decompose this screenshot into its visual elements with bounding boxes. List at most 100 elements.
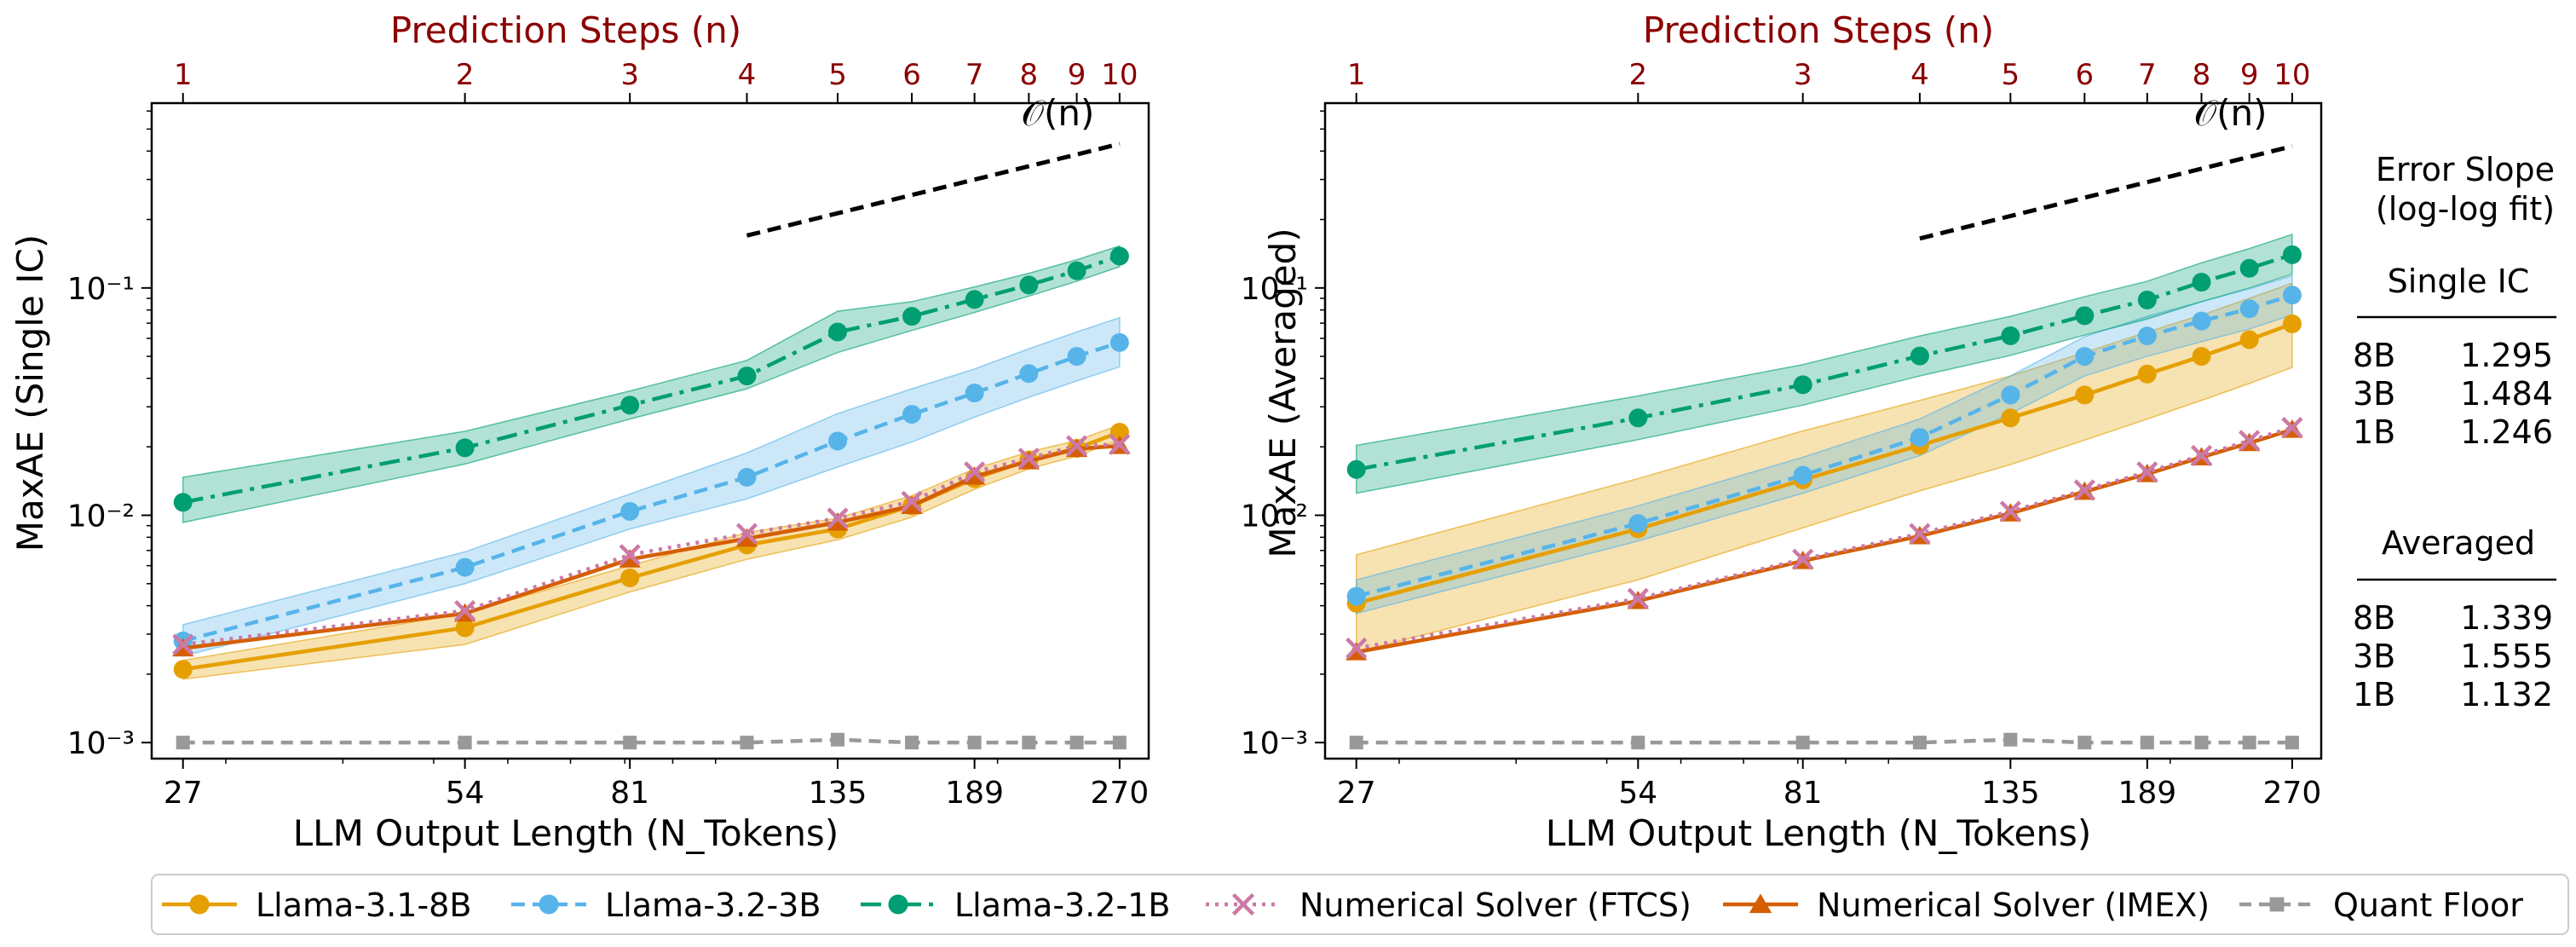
y-tick-label: 10⁻¹	[1241, 272, 1308, 307]
left-series-lines: 𝒪(n)	[172, 92, 1131, 750]
top-tick-label: 3	[1794, 58, 1812, 92]
top-tick-label: 2	[456, 58, 475, 92]
ftcs-point	[1999, 500, 2021, 523]
top-tick-label: 7	[965, 58, 984, 92]
ftcs-point	[454, 599, 476, 622]
llama8b-point	[2192, 347, 2211, 367]
top-tick-label: 5	[2002, 58, 2020, 92]
legend-item-ftcs: Numerical Solver (FTCS)	[1206, 886, 1691, 924]
ftcs-point	[2190, 444, 2213, 467]
top-tick-label: 4	[1910, 58, 1929, 92]
llama1b-series-line	[182, 254, 1121, 505]
llama3b-point	[1910, 428, 1929, 448]
llama3b-point	[1109, 332, 1129, 352]
slope-table-title-line2: (log-log fit)	[2376, 190, 2555, 228]
ftcs-point	[2239, 430, 2261, 452]
top-tick-label: 6	[2075, 58, 2094, 92]
quant-series-line	[182, 737, 1120, 745]
llama1b-point	[2137, 290, 2157, 309]
slope-row-value: 1.484	[2460, 375, 2553, 413]
left-x-axis-title: LLM Output Length (N_Tokens)	[293, 812, 838, 854]
left-axes: 27 54 81 135 189 270 1 2 3 4 5 6 7 8 9 10 10⁻³ 10⁻² 10⁻¹	[67, 58, 1150, 811]
llama8b-series-line	[1356, 321, 2293, 605]
top-tick-label: 6	[902, 58, 921, 92]
x-tick-label: 27	[1337, 776, 1376, 811]
llama3b-point	[1793, 465, 1812, 485]
llama3b-point	[965, 384, 984, 403]
slope-row-value: 1.246	[2460, 413, 2553, 451]
llama8b-point	[2075, 385, 2095, 405]
llama3b-point	[2192, 311, 2211, 331]
top-tick-label: 10	[2273, 58, 2310, 92]
right-reference-line	[1919, 144, 2293, 241]
llama3b-point	[1628, 514, 1648, 534]
llama1b-point	[2075, 306, 2095, 326]
llama1b-point	[1793, 375, 1812, 395]
llama3b-point	[620, 501, 640, 521]
quant-floor-point	[2194, 736, 2209, 750]
slope-row-value: 1.295	[2460, 337, 2553, 374]
llama3b-point	[902, 405, 922, 424]
llama8b-point	[1109, 423, 1129, 442]
llama1b-point	[2282, 245, 2302, 264]
llama8b-confidence-band	[1355, 282, 2293, 654]
llama1b-confidence-band	[1355, 233, 2293, 494]
llama8b-point	[2137, 364, 2157, 384]
ftcs-point	[1017, 448, 1040, 470]
quant-floor-point	[1795, 736, 1810, 750]
top-tick-label: 8	[1020, 58, 1039, 92]
ftcs-point	[1231, 892, 1255, 916]
ftcs-point	[735, 523, 758, 545]
right-confidence-bands	[1355, 233, 2293, 654]
quant-series-line	[1356, 737, 2292, 745]
llama1b-point	[1019, 275, 1039, 295]
y-tick-label: 10⁻²	[1241, 499, 1308, 534]
top-tick-label: 10	[1101, 58, 1138, 92]
quant-floor-point	[2285, 736, 2299, 750]
right-series-lines: 𝒪(n)	[1346, 92, 2303, 750]
legend-frame	[151, 874, 2569, 935]
quant-floor-point	[458, 736, 472, 750]
quant-floor-point	[2269, 897, 2285, 912]
quant-floor-point	[1631, 736, 1645, 750]
top-tick-label: 3	[620, 58, 639, 92]
llama3b-point	[455, 557, 475, 577]
x-tick-label: 189	[945, 776, 1004, 811]
slope-row-model: 3B	[2353, 638, 2395, 675]
x-tick-label: 81	[610, 776, 649, 811]
right-plot-frame	[1323, 101, 2323, 760]
llama3b-series-line	[1356, 293, 2293, 598]
llama8b-point	[2001, 408, 2020, 428]
ftcs-point	[1109, 433, 1131, 455]
legend-label: Llama-3.1-8B	[256, 886, 471, 924]
x-tick-label: 189	[2118, 776, 2176, 811]
imex-point	[1749, 893, 1772, 914]
llama3b-confidence-band	[182, 316, 1121, 657]
ftcs-point	[2073, 479, 2095, 501]
top-tick-label: 2	[1628, 58, 1647, 92]
ftcs-point	[2281, 417, 2303, 439]
quant-floor-point	[2078, 736, 2092, 750]
ftcs-point	[172, 633, 194, 655]
ftcs-point	[1346, 637, 1368, 660]
llama8b-point	[2282, 314, 2302, 333]
legend-item-llama1b: Llama-3.2-1B	[861, 886, 1170, 924]
llama3b-point	[1019, 364, 1039, 384]
slope-row-model: 1B	[2353, 676, 2395, 713]
top-tick-label: 9	[2240, 58, 2259, 92]
llama1b-point	[1109, 246, 1129, 266]
quant-floor-point	[623, 736, 637, 750]
llama1b-point	[1346, 459, 1366, 479]
legend-item-llama3b: Llama-3.2-3B	[511, 886, 821, 924]
legend-label: Numerical Solver (FTCS)	[1300, 886, 1691, 924]
slope-section-header-single: Single IC	[2388, 263, 2530, 300]
quant-floor-point	[1912, 736, 1927, 750]
slope-row-model: 8B	[2353, 599, 2395, 637]
ftcs-point	[1792, 548, 1814, 570]
quant-floor-point	[1022, 736, 1036, 750]
x-tick-label: 270	[1091, 776, 1150, 811]
y-tick-label: 10⁻³	[67, 726, 135, 761]
ftcs-point	[964, 461, 986, 483]
ftcs-point	[827, 507, 849, 529]
imex-series-line	[182, 443, 1121, 650]
